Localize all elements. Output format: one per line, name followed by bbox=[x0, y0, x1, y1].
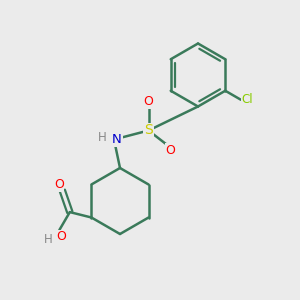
Text: N: N bbox=[112, 133, 122, 146]
Text: S: S bbox=[144, 124, 153, 137]
Text: O: O bbox=[165, 144, 175, 157]
Text: O: O bbox=[144, 95, 153, 108]
Text: O: O bbox=[56, 230, 66, 243]
Text: O: O bbox=[54, 178, 64, 191]
Text: H: H bbox=[98, 130, 107, 144]
Text: H: H bbox=[44, 232, 52, 246]
Text: Cl: Cl bbox=[242, 93, 253, 106]
